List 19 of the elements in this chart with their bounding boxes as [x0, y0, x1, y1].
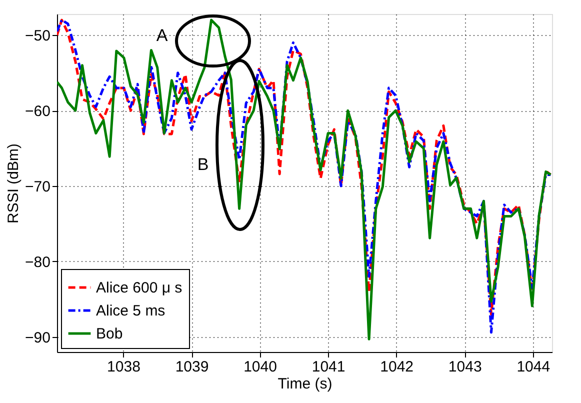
- y-tick-label: −80: [25, 254, 50, 271]
- legend-label: Alice 600 μ s: [96, 280, 182, 296]
- x-tick-label: 1042: [380, 358, 414, 376]
- x-axis-title: Time (s): [278, 376, 332, 392]
- annotation: B: [197, 155, 209, 174]
- x-tick-label: 1038: [107, 358, 140, 376]
- x-tick-label: 1041: [312, 358, 346, 376]
- y-tick-label: −90: [25, 329, 50, 346]
- y-tick-label: −50: [25, 28, 50, 45]
- x-tick-label: 1043: [448, 358, 482, 376]
- x-tick-label: 1040: [244, 358, 277, 376]
- x-tick-label: 1039: [175, 358, 209, 376]
- y-axis-title: RSSI (dBm): [5, 143, 22, 224]
- y-tick-label: −60: [25, 103, 50, 120]
- legend-label: Alice 5 ms: [96, 302, 166, 320]
- x-tick-label: 1044: [516, 358, 550, 376]
- y-tick-label: −70: [25, 178, 50, 196]
- annotation: A: [156, 26, 168, 45]
- legend-label: Bob: [96, 326, 123, 342]
